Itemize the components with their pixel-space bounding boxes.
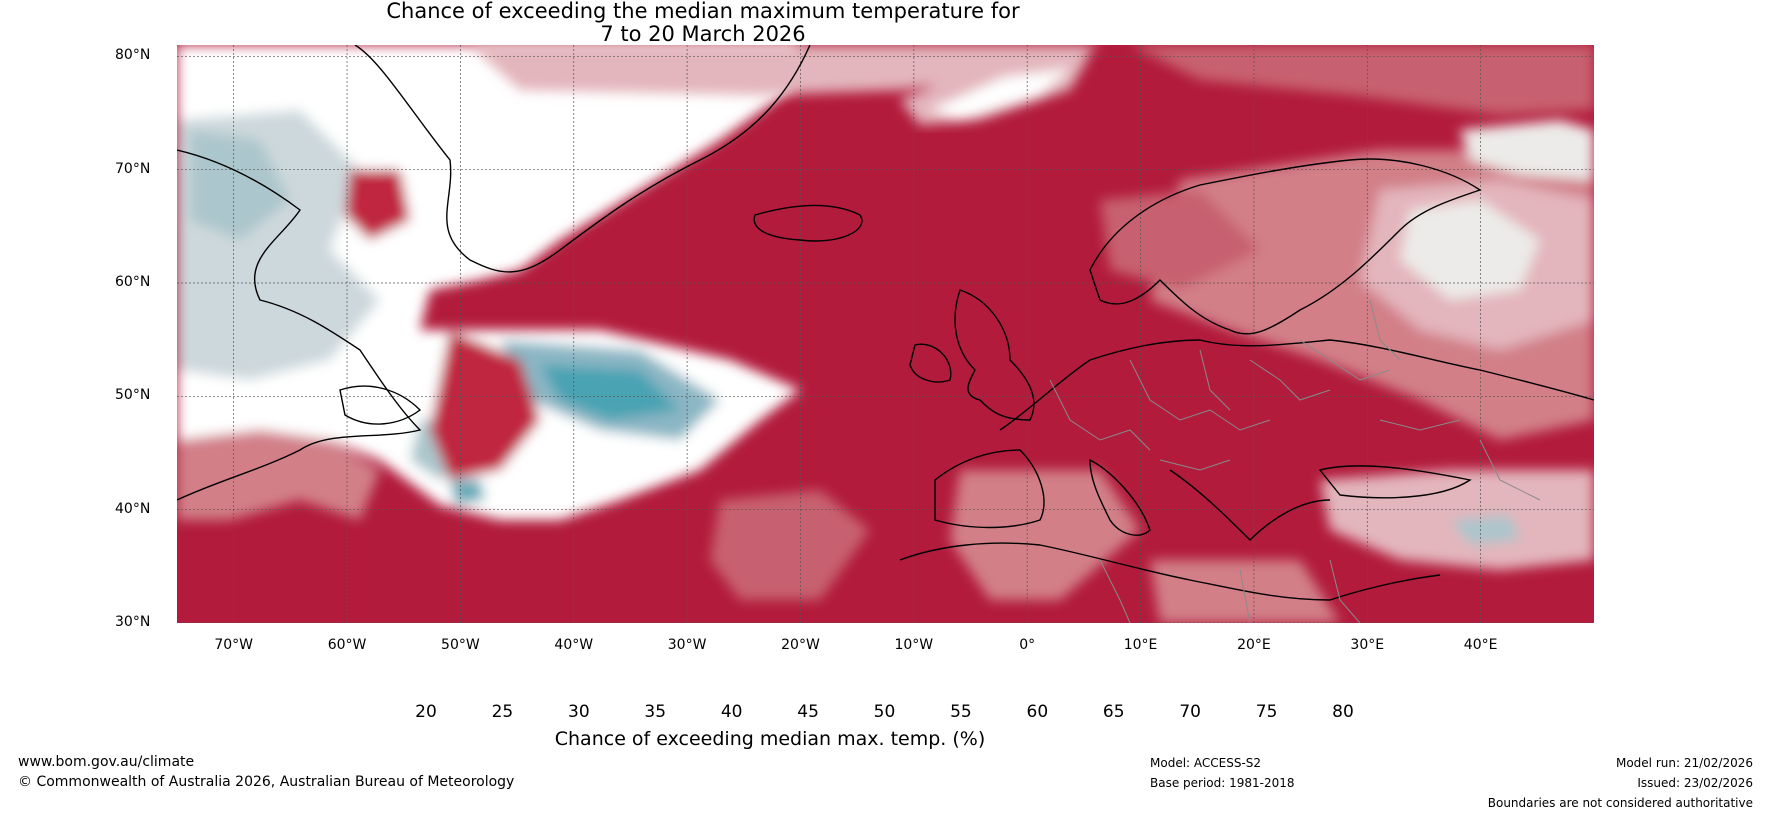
lon-label: 60°W [327, 637, 367, 653]
colorbar-tick-label: 45 [797, 702, 819, 722]
lon-label: 30°E [1350, 637, 1385, 653]
map-canvas [177, 45, 1594, 623]
colorbar-tick-label: 70 [1179, 702, 1201, 722]
map-fill [177, 45, 1594, 623]
footer-disclaimer: Boundaries are not considered authoritat… [1487, 796, 1753, 810]
footer-base-period: Base period: 1981-2018 [1150, 776, 1295, 790]
lon-label: 40°E [1463, 637, 1498, 653]
coastlines [177, 45, 1594, 601]
lon-label: 30°W [667, 637, 707, 653]
lon-label: 40°W [554, 637, 594, 653]
colorbar-tick-label: 65 [1102, 702, 1125, 722]
footer-copyright: © Commonwealth of Australia 2026, Austra… [18, 774, 515, 790]
lon-label: 20°E [1237, 637, 1271, 653]
lat-label: 40°N [115, 500, 151, 517]
title-line-1: Chance of exceeding the median maximum t… [386, 0, 1020, 23]
colorbar-tick-label: 80 [1332, 702, 1354, 722]
lon-label: 0° [1019, 637, 1036, 653]
gridlines [177, 45, 1594, 623]
colorbar-tick-label: 20 [415, 702, 437, 722]
probability-map: 80°N 70°N 60°N 50°N 40°N 30°N 70°W 60°W 50°W 40°… [115, 45, 1594, 722]
lon-label: 50°W [441, 637, 480, 653]
lon-label: 10°W [894, 637, 934, 653]
colorbar-tick-label: 55 [950, 702, 972, 722]
country-borders [1049, 299, 1541, 623]
colorbar-tick-label: 50 [873, 702, 896, 722]
colorbar-tick-label: 35 [644, 702, 667, 722]
footer-model-run: Model run: 21/02/2026 [1615, 756, 1753, 770]
title-line-2: 7 to 20 March 2026 [600, 22, 806, 46]
footer-model: Model: ACCESS-S2 [1150, 756, 1262, 770]
colorbar-tick-label: 40 [720, 702, 743, 722]
colorbar-tick-label: 30 [568, 702, 590, 722]
lon-label: 10°E [1123, 637, 1158, 653]
map-title: Chance of exceeding the median maximum t… [0, 0, 1406, 46]
lat-label: 60°N [115, 274, 151, 290]
lon-label: 70°W [214, 637, 253, 653]
lat-label: 30°N [115, 614, 151, 630]
lat-label: 70°N [115, 160, 151, 177]
colorbar-tick-label: 60 [1026, 702, 1049, 722]
colorbar-label: Chance of exceeding median max. temp. (%… [554, 728, 986, 750]
lat-label: 50°N [115, 387, 151, 404]
footer-issued: Issued: 23/02/2026 [1637, 776, 1753, 790]
colorbar-tick-label: 25 [491, 702, 514, 722]
lat-label: 80°N [115, 47, 151, 64]
colorbar-tick-label: 75 [1255, 702, 1278, 722]
lon-label: 20°W [781, 637, 820, 653]
footer-url[interactable]: www.bom.gov.au/climate [18, 754, 195, 770]
